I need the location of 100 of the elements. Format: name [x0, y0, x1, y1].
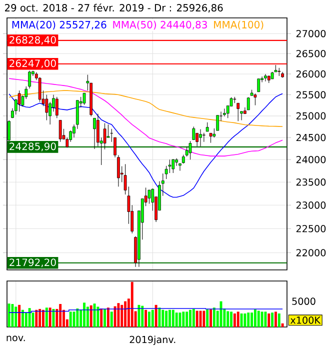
bar — [35, 310, 38, 328]
bar — [141, 306, 144, 328]
bar — [240, 313, 243, 328]
bar — [212, 308, 216, 328]
bar — [104, 308, 106, 328]
bar — [281, 323, 284, 328]
bar — [90, 305, 92, 328]
bar — [250, 312, 254, 328]
candlestick — [209, 132, 212, 144]
bar — [76, 308, 79, 328]
candlestick — [172, 158, 175, 174]
y-tick-label: 22500 — [296, 225, 326, 232]
bar — [69, 312, 72, 328]
bar — [278, 313, 280, 328]
candlestick — [206, 122, 209, 132]
bar — [14, 306, 18, 328]
x-tick-label: nov. — [6, 336, 25, 342]
bar — [264, 312, 267, 328]
candlestick — [202, 132, 206, 142]
bar — [192, 308, 195, 328]
candlestick — [236, 102, 240, 122]
bar — [206, 309, 209, 328]
bar — [247, 312, 250, 328]
bar — [8, 304, 10, 328]
candlestick — [58, 120, 62, 142]
text: MMA(20) 25527,26 — [12, 20, 106, 30]
chart-title: 29 oct. 2018 - 27 févr. 2019 - Dr : 25926,86 — [5, 3, 223, 13]
bar — [138, 304, 140, 328]
text: x100K — [290, 316, 321, 324]
bar — [257, 310, 260, 328]
bar — [93, 304, 96, 328]
candlestick — [192, 126, 196, 140]
bar — [254, 309, 256, 328]
bar — [260, 312, 264, 328]
bar — [268, 313, 270, 328]
bar — [100, 308, 103, 328]
bar — [83, 302, 86, 328]
bar — [110, 312, 113, 328]
bar — [106, 308, 110, 328]
bar — [202, 310, 206, 328]
candlestick — [148, 190, 151, 204]
bar — [45, 308, 48, 328]
text: MMA(50) 24440,83 — [113, 20, 207, 30]
y-tick-label: 22000 — [296, 249, 326, 256]
candlestick — [254, 93, 257, 106]
bar — [271, 312, 274, 328]
bar — [182, 312, 185, 328]
bar — [165, 310, 168, 328]
bar — [210, 309, 212, 328]
bar — [226, 311, 230, 328]
bar — [162, 310, 164, 328]
y-tick-label: 24000 — [296, 156, 326, 164]
candlestick — [45, 94, 48, 120]
bar — [175, 312, 178, 328]
bar — [86, 306, 89, 328]
candlestick — [223, 108, 226, 117]
candlestick — [240, 110, 243, 120]
bar — [18, 304, 21, 328]
candlestick — [178, 162, 182, 172]
bar — [38, 308, 42, 328]
bar — [48, 308, 52, 328]
bar — [230, 312, 233, 328]
bar — [148, 312, 150, 328]
bar — [96, 306, 100, 328]
bar — [154, 304, 158, 328]
candlestick — [82, 92, 86, 106]
candlestick — [199, 129, 202, 147]
candlestick — [257, 78, 260, 92]
y-tick-label: 25500 — [296, 91, 326, 98]
candlestick — [246, 96, 250, 110]
text: 5000 — [292, 298, 316, 305]
bar — [168, 310, 171, 328]
candlestick — [38, 77, 42, 102]
bar — [59, 304, 62, 328]
bar — [244, 313, 246, 328]
bar — [124, 301, 127, 328]
y-tick-label: 25000 — [296, 112, 326, 120]
bar — [236, 312, 240, 328]
candlestick — [93, 118, 96, 150]
bar — [120, 304, 124, 328]
y-tick-label: 23000 — [296, 202, 326, 209]
candlestick — [188, 140, 192, 160]
ref-line-label: 26247,00 — [10, 60, 56, 68]
bar — [151, 310, 154, 328]
ref-line-label: 24285,90 — [10, 142, 56, 152]
bar — [196, 310, 198, 328]
candlestick — [264, 74, 267, 82]
y-tick-label: 26500 — [296, 50, 326, 58]
candlestick — [55, 96, 58, 118]
bar — [189, 310, 192, 328]
y-tick-label: 26000 — [296, 70, 326, 78]
bar — [144, 310, 148, 328]
text: MMA(100) — [214, 20, 264, 30]
y-tick-label: 23500 — [296, 178, 326, 186]
bar — [186, 312, 188, 328]
bar — [158, 308, 161, 328]
bar — [11, 304, 14, 328]
ref-line-label: 21792,20 — [10, 258, 56, 268]
candlestick — [18, 90, 21, 112]
bar — [233, 313, 236, 328]
